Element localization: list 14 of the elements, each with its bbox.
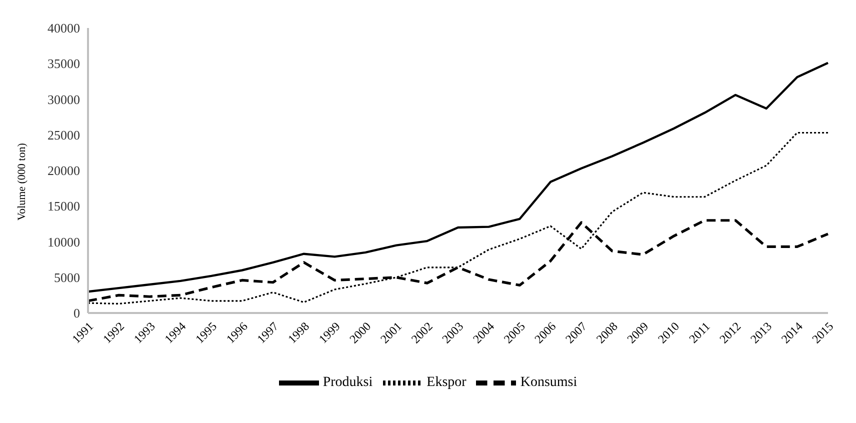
y-tick-label: 40000 [48,20,80,36]
y-axis-title: Volume (000 ton) [16,142,28,220]
y-tick-label: 5000 [54,270,80,285]
line-series [86,62,830,293]
y-tick-label: 25000 [48,127,80,142]
y-tick-label: 10000 [48,234,80,250]
legend-label: Ekspor [426,375,466,390]
y-tick-label: 0 [74,306,80,321]
y-tick-label: 35000 [48,56,80,72]
y-tick-label: 20000 [48,163,80,178]
legend-label: Produksi [322,375,373,390]
y-tick-label: 15000 [48,198,80,214]
legend-label: Konsumsi [520,375,578,390]
y-tick-label: 30000 [48,92,80,107]
